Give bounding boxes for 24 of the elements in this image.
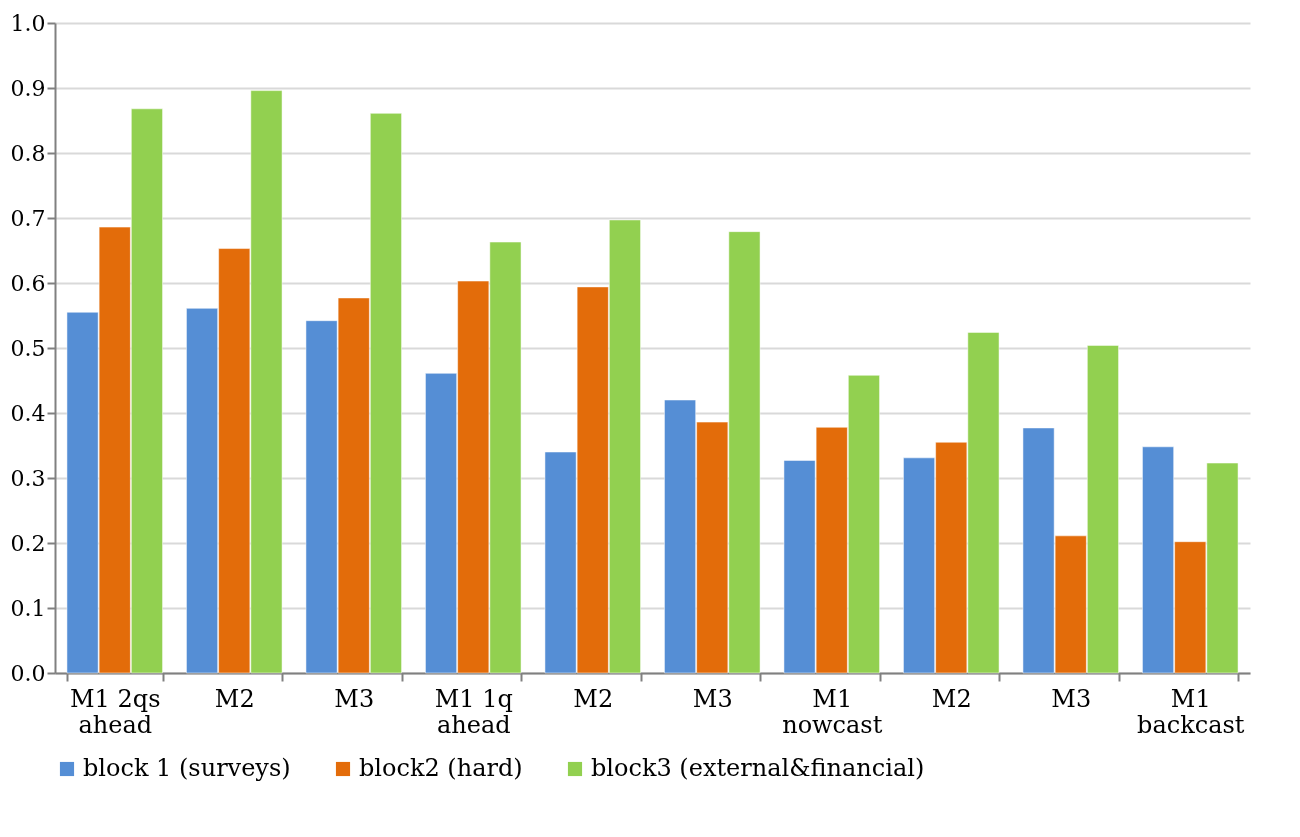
x-tick-label: M2	[931, 684, 972, 713]
legend-label: block2 (hard)	[359, 754, 523, 782]
x-tick-label: M1 1q ahead	[434, 684, 513, 739]
x-tick-label: M3	[1051, 684, 1092, 713]
x-tick-label: M3	[334, 684, 375, 713]
x-tick-label: M3	[692, 684, 733, 713]
y-tick-label: 0.5	[10, 335, 46, 361]
legend-label: block3 (external&financial)	[591, 754, 925, 782]
x-tick-label: M2	[214, 684, 255, 713]
y-tick-label: 0.4	[10, 400, 46, 426]
y-tick-label: 0.6	[10, 270, 46, 296]
y-tick-label: 0.0	[10, 660, 46, 686]
x-tick-label: M1 nowcast	[782, 684, 883, 739]
y-tick-label: 1.0	[10, 10, 46, 36]
y-tick-label: 0.8	[10, 140, 46, 166]
y-tick-label: 0.2	[10, 530, 46, 556]
x-tick-label: M2	[573, 684, 614, 713]
y-tick-label: 0.1	[10, 595, 46, 621]
y-tick-label: 0.3	[10, 465, 46, 491]
y-tick-label: 0.7	[10, 205, 46, 231]
legend-label: block 1 (surveys)	[83, 754, 291, 782]
y-tick-label: 0.9	[10, 75, 46, 101]
x-tick-label: M1 2qs ahead	[70, 684, 161, 739]
x-tick-label: M1 backcast	[1137, 684, 1245, 739]
